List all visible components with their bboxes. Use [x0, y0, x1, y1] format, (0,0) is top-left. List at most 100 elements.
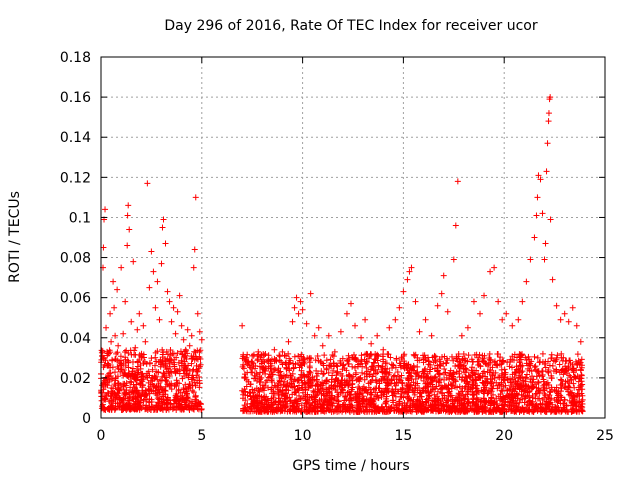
data-point [553, 354, 560, 361]
data-point [422, 405, 429, 412]
data-point [461, 378, 468, 385]
data-point [515, 316, 522, 323]
data-point [554, 398, 561, 405]
data-point [541, 381, 548, 388]
data-point [137, 365, 144, 372]
data-point [510, 395, 517, 402]
data-point [251, 375, 258, 382]
data-point [132, 344, 139, 351]
data-point [432, 357, 439, 364]
data-point [145, 398, 152, 405]
data-point [167, 404, 174, 411]
data-point [486, 351, 493, 358]
data-point [275, 386, 282, 393]
data-point [240, 391, 247, 398]
data-point [337, 381, 344, 388]
data-point [128, 318, 135, 325]
data-point [506, 394, 513, 401]
data-point [544, 379, 551, 386]
data-point [351, 408, 358, 415]
data-point [254, 353, 261, 360]
data-point [240, 405, 247, 412]
data-point [190, 389, 197, 396]
data-point [372, 377, 379, 384]
data-point [450, 370, 457, 377]
data-point [99, 352, 106, 359]
data-point [557, 381, 564, 388]
data-point [346, 392, 353, 399]
data-point [353, 369, 360, 376]
data-point [570, 393, 577, 400]
data-point [575, 399, 582, 406]
data-point [473, 394, 480, 401]
data-point [578, 407, 585, 414]
data-point [298, 362, 305, 369]
data-point [293, 294, 300, 301]
data-point [302, 387, 309, 394]
data-point [548, 387, 555, 394]
data-point [553, 397, 560, 404]
y-tick-label: 0.12 [60, 170, 91, 186]
data-point [297, 408, 304, 415]
data-point [265, 397, 272, 404]
data-point [343, 396, 350, 403]
data-point [401, 358, 408, 365]
data-point [156, 405, 163, 412]
data-point [146, 386, 153, 393]
data-point [485, 408, 492, 415]
data-point [527, 360, 534, 367]
data-point [184, 404, 191, 411]
data-point [498, 366, 505, 373]
data-point [435, 370, 442, 377]
data-point [174, 350, 181, 357]
data-point [312, 403, 319, 410]
data-point [381, 368, 388, 375]
data-point [501, 376, 508, 383]
data-point [564, 370, 571, 377]
x-axis-label: GPS time / hours [292, 458, 409, 474]
data-point [251, 372, 258, 379]
data-point [535, 378, 542, 385]
data-point [519, 351, 526, 358]
data-point [407, 365, 414, 372]
data-point [558, 377, 565, 384]
data-point [372, 356, 379, 363]
data-point [431, 365, 438, 372]
data-point [356, 398, 363, 405]
data-point [460, 350, 467, 357]
data-point [173, 377, 180, 384]
data-point [294, 398, 301, 405]
data-point [485, 389, 492, 396]
data-point [381, 389, 388, 396]
data-point [385, 351, 392, 358]
data-point [420, 377, 427, 384]
y-tick-label: 0.16 [60, 90, 91, 106]
data-point [333, 372, 340, 379]
data-point [318, 382, 325, 389]
data-point [261, 393, 268, 400]
data-point [461, 407, 468, 414]
data-point [429, 376, 436, 383]
data-point [339, 362, 346, 369]
data-point [461, 385, 468, 392]
data-point [436, 376, 443, 383]
data-point [546, 400, 553, 407]
data-point [412, 351, 419, 358]
data-point [287, 372, 294, 379]
data-point [272, 398, 279, 405]
data-point [388, 404, 395, 411]
y-tick-label: 0.04 [60, 331, 91, 347]
data-point [346, 373, 353, 380]
data-point [298, 395, 305, 402]
data-point [499, 388, 506, 395]
data-point [370, 364, 377, 371]
data-point [439, 395, 446, 402]
data-point [363, 364, 370, 371]
data-point [313, 392, 320, 399]
data-point [567, 389, 574, 396]
data-point [362, 360, 369, 367]
data-point [495, 298, 502, 305]
data-point [405, 408, 412, 415]
data-point [508, 405, 515, 412]
data-point [306, 368, 313, 375]
